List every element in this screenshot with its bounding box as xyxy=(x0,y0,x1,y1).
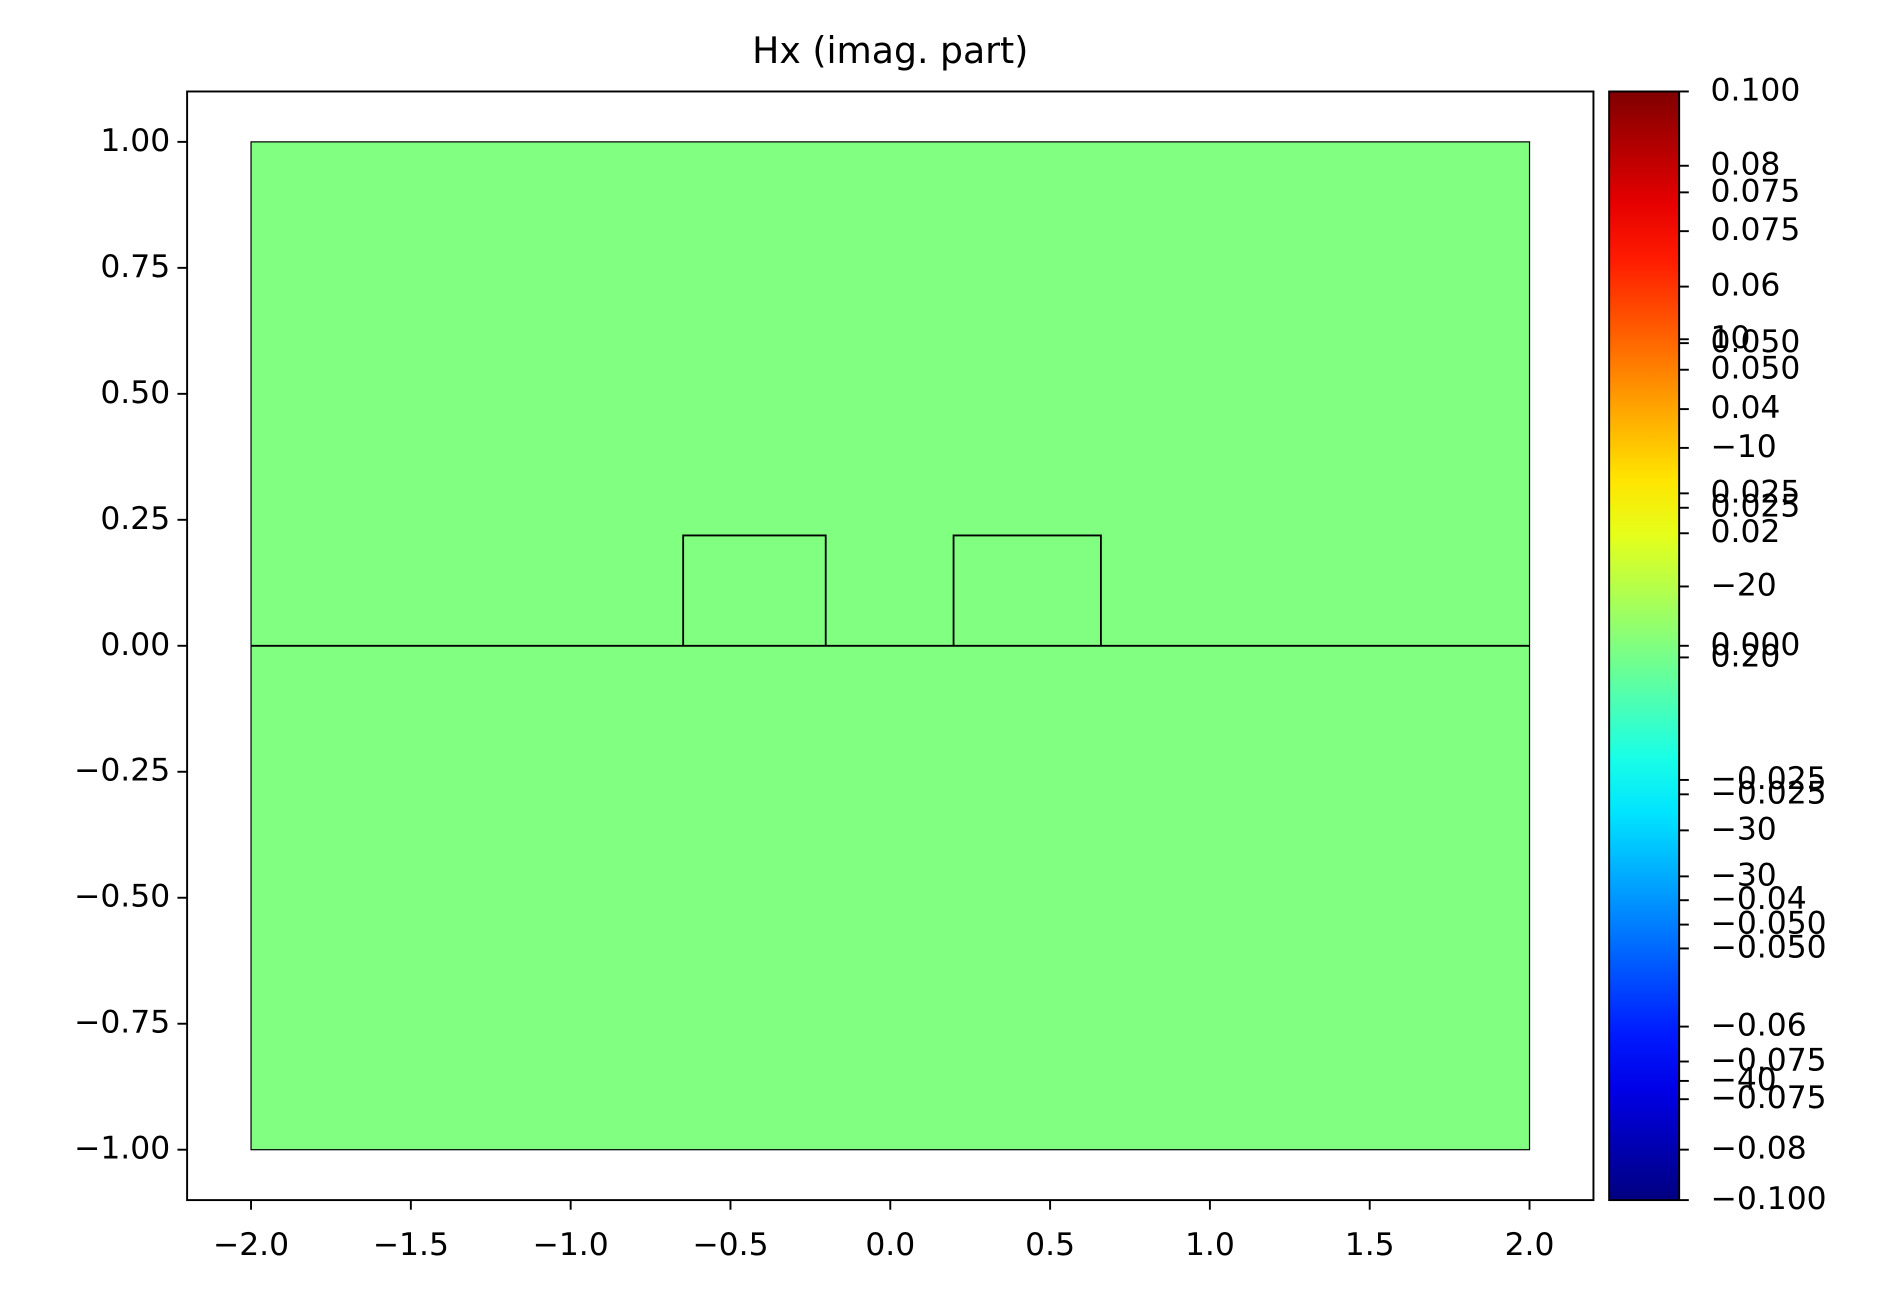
colorbar xyxy=(1608,90,1681,1202)
colorbar-tick-label: −0.025 xyxy=(1711,775,1827,811)
colorbar-tick-label: 0.075 xyxy=(1711,173,1801,209)
colorbar-tick-label: −30 xyxy=(1711,811,1777,847)
y-tick-label: −0.25 xyxy=(74,753,170,789)
y-tick-label: 1.00 xyxy=(100,123,170,159)
x-tick-label: 2.0 xyxy=(1505,1227,1555,1263)
x-tick-label: 1.5 xyxy=(1345,1227,1395,1263)
colorbar-tick-label: −0.050 xyxy=(1711,906,1827,942)
y-tick-label: −1.00 xyxy=(74,1131,170,1167)
colorbar-tick-label: −0.04 xyxy=(1711,881,1807,917)
colorbar-tick-label: 0.025 xyxy=(1711,474,1801,510)
colorbar-tick-label: −0.08 xyxy=(1711,1131,1807,1167)
colorbar-tick-label: 0.06 xyxy=(1711,268,1781,304)
y-tick-label: −0.75 xyxy=(74,1005,170,1041)
y-tick-label: 0.00 xyxy=(100,627,170,663)
colorbar-tick-label: −10 xyxy=(1711,429,1777,465)
x-tick-label: 1.0 xyxy=(1185,1227,1235,1263)
colorbar-tick-label: 0.20 xyxy=(1711,638,1781,674)
colorbar-tick-label: −20 xyxy=(1711,568,1777,604)
colorbar-tick-label: 0.100 xyxy=(1711,73,1801,109)
colorbar-tick-label: −0.075 xyxy=(1711,1043,1827,1079)
colorbar-tick-label: −0.075 xyxy=(1711,1080,1827,1116)
outline xyxy=(952,534,1102,646)
colorbar-tick-label: 0.075 xyxy=(1711,212,1801,248)
colorbar-tick-label: −0.06 xyxy=(1711,1008,1807,1044)
y-tick-label: 0.75 xyxy=(100,249,170,285)
colorbar-tick-label: 0.04 xyxy=(1711,390,1781,426)
x-tick-label: −2.0 xyxy=(213,1227,289,1263)
colorbar-tick-label: 0.08 xyxy=(1711,147,1781,183)
x-tick-label: −0.5 xyxy=(692,1227,768,1263)
colorbar-tick-label: 0.025 xyxy=(1711,489,1801,525)
colorbar-tick-label: 0.050 xyxy=(1711,324,1801,360)
y-tick-label: −0.50 xyxy=(74,879,170,915)
colorbar-tick-label: 0.050 xyxy=(1711,351,1801,387)
colorbar-tick-label: −0.025 xyxy=(1711,761,1827,797)
colorbar-tick-label: 0.02 xyxy=(1711,514,1781,550)
outline xyxy=(682,534,827,646)
colorbar-tick-label: −40 xyxy=(1711,1062,1777,1098)
x-tick-label: 0.0 xyxy=(865,1227,915,1263)
y-tick-label: 0.50 xyxy=(100,375,170,411)
x-tick-label: −1.5 xyxy=(373,1227,449,1263)
x-tick-label: 0.5 xyxy=(1025,1227,1075,1263)
x-tick-label: −1.0 xyxy=(533,1227,609,1263)
colorbar-tick-label: −0.100 xyxy=(1711,1181,1827,1217)
colorbar-tick-label: −30 xyxy=(1711,857,1777,893)
chart-title: Hx (imag. part) xyxy=(752,29,1028,72)
colorbar-tick-label: 10 xyxy=(1711,320,1751,356)
colorbar-tick-label: 0.000 xyxy=(1711,627,1801,663)
colorbar-tick-label: −0.050 xyxy=(1711,929,1827,965)
y-tick-label: 0.25 xyxy=(100,501,170,537)
